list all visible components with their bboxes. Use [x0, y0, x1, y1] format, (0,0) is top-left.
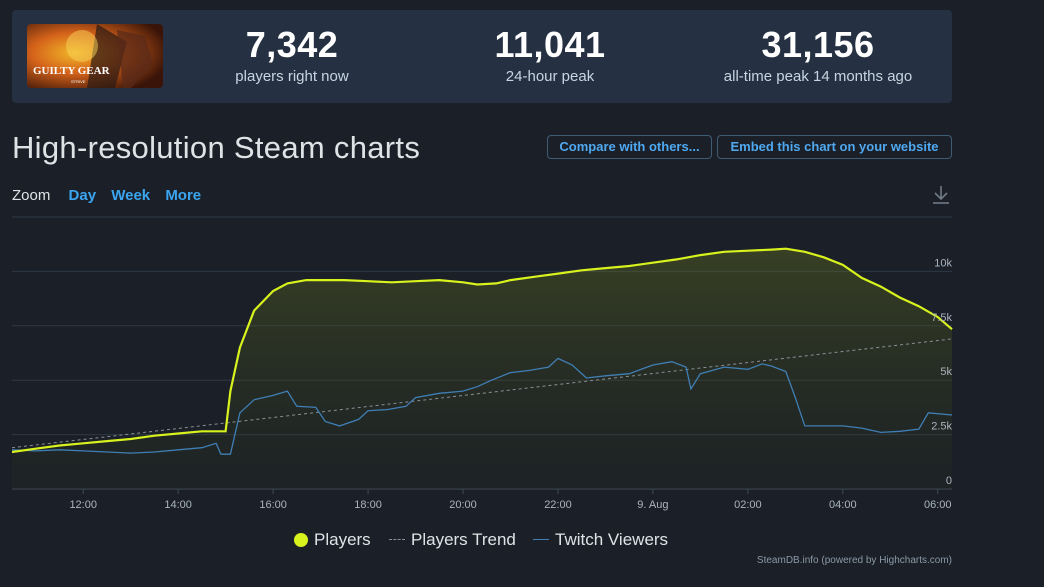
line-icon: [533, 539, 549, 540]
y-tick-label: 2.5k: [931, 421, 952, 433]
zoom-more-button[interactable]: More: [165, 187, 202, 204]
x-tick-label: 04:00: [829, 499, 857, 511]
y-tick-label: 10k: [934, 257, 952, 269]
zoom-controls: Zoom Day Week More: [12, 187, 212, 204]
y-tick-label: 0: [946, 475, 952, 487]
stat-24h-peak: 11,041 24-hour peak: [430, 24, 670, 86]
download-icon[interactable]: [930, 184, 952, 206]
stats-bar: GUILTY GEAR STRIVE 7,342 players right n…: [12, 10, 952, 103]
zoom-label: Zoom: [12, 187, 51, 204]
x-axis-labels: 12:00 14:00 16:00 18:00 20:00 22:00 9. Aug 02:0…: [69, 489, 952, 511]
x-tick-label: 06:00: [924, 499, 952, 511]
stat-label: all-time peak 14 months ago: [723, 68, 913, 85]
players-trend-line: [11, 338, 953, 449]
stat-players-now: 7,342 players right now: [172, 24, 412, 86]
players-line: [11, 247, 953, 454]
y-axis-labels: 0 2.5k 5k 7.5k 10k: [931, 257, 952, 487]
x-tick-label: 20:00: [449, 499, 477, 511]
legend-players-trend[interactable]: Players Trend: [389, 530, 516, 550]
compare-button[interactable]: Compare with others...: [547, 135, 712, 159]
legend-label: Players: [314, 530, 371, 549]
zoom-week-button[interactable]: Week: [111, 187, 151, 204]
players-area: [12, 248, 952, 489]
y-tick-label: 7.5k: [931, 312, 952, 324]
x-tick-label: 12:00: [69, 499, 97, 511]
players-dot-icon: [294, 533, 308, 547]
x-tick-label: 16:00: [259, 499, 287, 511]
embed-chart-button[interactable]: Embed this chart on your website: [717, 135, 952, 159]
svg-text:STRIVE: STRIVE: [71, 79, 86, 84]
chart-credit[interactable]: SteamDB.info (powered by Highcharts.com): [756, 555, 952, 566]
zoom-day-button[interactable]: Day: [68, 187, 97, 204]
page-title: High-resolution Steam charts: [12, 130, 421, 165]
stat-value: 31,156: [761, 24, 875, 65]
player-chart: 0 2.5k 5k 7.5k 10k 12:00 14:00 16:00 18:00 20:00…: [11, 216, 953, 511]
chart-legend: Players Players Trend Twitch Viewers: [0, 530, 1044, 550]
x-tick-label: 22:00: [544, 499, 572, 511]
twitch-viewers-line: [11, 357, 953, 455]
legend-label: Twitch Viewers: [555, 530, 669, 549]
x-tick-label: 14:00: [164, 499, 192, 511]
x-tick-label: 18:00: [354, 499, 382, 511]
x-tick-label: 9. Aug: [637, 499, 668, 511]
stat-value: 7,342: [245, 24, 339, 65]
stat-label: 24-hour peak: [505, 68, 595, 85]
legend-players[interactable]: Players: [294, 530, 371, 550]
svg-text:GUILTY GEAR: GUILTY GEAR: [33, 65, 111, 77]
stat-all-time-peak: 31,156 all-time peak 14 months ago: [698, 24, 938, 86]
stat-value: 11,041: [494, 24, 606, 65]
stat-label: players right now: [235, 68, 349, 85]
dashed-line-icon: [389, 539, 405, 540]
x-tick-label: 02:00: [734, 499, 762, 511]
legend-label: Players Trend: [411, 530, 516, 549]
legend-twitch-viewers[interactable]: Twitch Viewers: [533, 530, 668, 550]
y-tick-label: 5k: [940, 366, 952, 378]
game-logo[interactable]: GUILTY GEAR STRIVE: [27, 24, 163, 88]
